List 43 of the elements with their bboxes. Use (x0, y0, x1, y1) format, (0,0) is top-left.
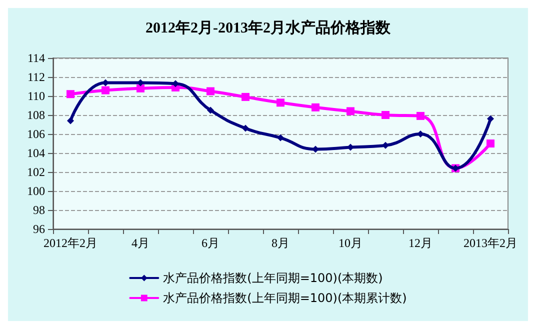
y-tick-label: 104 (27, 146, 45, 160)
x-tick-label: 10月 (338, 236, 362, 250)
point (207, 106, 214, 114)
legend-label: 水产品价格指数(上年同期=100)(本期数) (163, 271, 383, 285)
x-tick-label: 6月 (202, 236, 220, 250)
y-tick-label: 98 (33, 203, 45, 217)
y-tick-label: 112 (27, 70, 45, 84)
y-tick-label: 102 (27, 165, 45, 179)
x-tick-label: 8月 (272, 236, 290, 250)
point (416, 112, 424, 120)
point (382, 111, 390, 119)
point (277, 134, 284, 142)
x-tick-label: 4月 (132, 236, 150, 250)
point (102, 79, 109, 86)
point (242, 124, 249, 132)
y-tick-label: 110 (27, 89, 45, 103)
point (137, 79, 144, 86)
point (346, 107, 354, 116)
x-tick-label: 2012年2月 (44, 236, 98, 250)
point (242, 92, 250, 101)
point (312, 103, 320, 112)
y-tick-label: 106 (27, 127, 45, 141)
point (347, 144, 354, 151)
point (486, 140, 494, 148)
point (276, 98, 284, 107)
point (417, 130, 424, 138)
point (67, 117, 74, 124)
chart-title: 2012年2月-2013年2月水产品价格指数 (146, 20, 392, 36)
point (66, 90, 74, 98)
legend-label: 水产品价格指数(上年同期=100)(本期累计数) (163, 291, 407, 305)
point (487, 115, 494, 122)
point (206, 87, 214, 96)
y-tick-label: 114 (27, 51, 45, 65)
point (136, 84, 144, 92)
y-tick-label: 96 (33, 222, 45, 236)
y-tick-label: 100 (27, 184, 45, 198)
point (102, 86, 110, 94)
y-tick-label: 108 (27, 108, 45, 122)
point (172, 80, 179, 88)
point (312, 146, 319, 153)
x-tick-label: 2013年2月 (464, 236, 518, 250)
x-tick-label: 12月 (408, 236, 432, 250)
point (382, 142, 389, 149)
